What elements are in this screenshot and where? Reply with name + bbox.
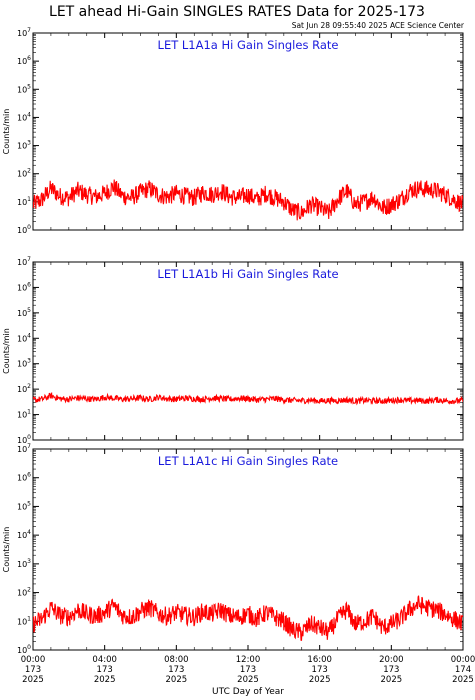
panel-2: 100 101 102 103 104 105 106 107 Counts/min LET L1… <box>2 256 464 445</box>
plot-frame <box>32 261 464 441</box>
panel-1: 100 101 102 103 104 105 106 107 Counts/min LET L1… <box>2 27 464 235</box>
series-line <box>33 595 463 641</box>
y-tick-label: 102 <box>17 168 31 179</box>
x-tick-label: 173 <box>383 665 399 675</box>
series-line <box>33 179 463 221</box>
x-axis-label: UTC Day of Year <box>212 687 284 697</box>
x-tick-label: 12:00 <box>236 655 261 665</box>
y-tick-label: 103 <box>17 358 31 369</box>
y-tick-label: 106 <box>17 55 31 66</box>
x-tick-label: 173 <box>312 665 328 675</box>
x-axis-ticks: 00:00173202504:00173202508:00173202512:0… <box>21 655 475 685</box>
x-tick-label: 2025 <box>237 675 259 685</box>
y-tick-label: 103 <box>17 558 31 569</box>
y-tick-label: 101 <box>17 409 31 420</box>
x-tick-label: 2025 <box>309 675 331 685</box>
x-tick-label: 2025 <box>452 675 474 685</box>
y-tick-label: 105 <box>17 500 31 511</box>
y-tick-label: 100 <box>17 644 31 655</box>
x-tick-label: 2025 <box>94 675 116 685</box>
y-tick-label: 101 <box>17 196 31 207</box>
y-tick-label: 103 <box>17 140 31 151</box>
x-tick-label: 174 <box>455 665 471 675</box>
x-tick-label: 173 <box>25 665 41 675</box>
y-tick-label: 105 <box>17 83 31 94</box>
y-tick-label: 104 <box>17 332 31 343</box>
x-tick-label: 16:00 <box>307 655 332 665</box>
y-tick-label: 106 <box>17 281 31 292</box>
y-tick-label: 107 <box>17 256 31 267</box>
x-tick-label: 173 <box>97 665 113 675</box>
y-axis-label: Counts/min <box>2 328 11 374</box>
y-tick-label: 104 <box>17 529 31 540</box>
x-tick-label: 2025 <box>166 675 188 685</box>
y-tick-label: 101 <box>17 615 31 626</box>
panel-3: 100 101 102 103 104 105 106 107 Counts/min LET L1… <box>2 443 464 655</box>
y-tick-label: 106 <box>17 472 31 483</box>
y-tick-label: 105 <box>17 307 31 318</box>
x-tick-label: 04:00 <box>92 655 117 665</box>
y-axis-label: Counts/min <box>2 527 11 573</box>
y-tick-label: 107 <box>17 27 31 38</box>
x-tick-label: 00:00 <box>21 655 46 665</box>
panel-title: LET L1A1b Hi Gain Singles Rate <box>157 267 338 281</box>
panel-title: LET L1A1c Hi Gain Singles Rate <box>158 454 338 468</box>
y-axis-label: Counts/min <box>2 109 11 155</box>
y-tick-label: 102 <box>17 383 31 394</box>
x-tick-label: 08:00 <box>164 655 189 665</box>
y-tick-label: 107 <box>17 443 31 454</box>
chart-panels: 100 101 102 103 104 105 106 107 Counts/min LET L1… <box>2 27 464 655</box>
series-line <box>33 391 463 406</box>
panel-title: LET L1A1a Hi Gain Singles Rate <box>158 38 339 52</box>
x-tick-label: 2025 <box>381 675 403 685</box>
x-tick-label: 20:00 <box>379 655 404 665</box>
y-tick-label: 100 <box>17 434 31 445</box>
x-tick-label: 2025 <box>22 675 44 685</box>
figure-title: LET ahead Hi-Gain SINGLES RATES Data for… <box>49 4 425 20</box>
x-tick-label: 00:00 <box>451 655 475 665</box>
timestamp-label: Sat Jun 28 09:55:40 2025 ACE Science Cen… <box>292 21 465 30</box>
y-tick-label: 104 <box>17 111 31 122</box>
x-tick-label: 173 <box>168 665 184 675</box>
y-tick-label: 100 <box>17 224 31 235</box>
y-tick-label: 102 <box>17 587 31 598</box>
x-tick-label: 173 <box>240 665 256 675</box>
